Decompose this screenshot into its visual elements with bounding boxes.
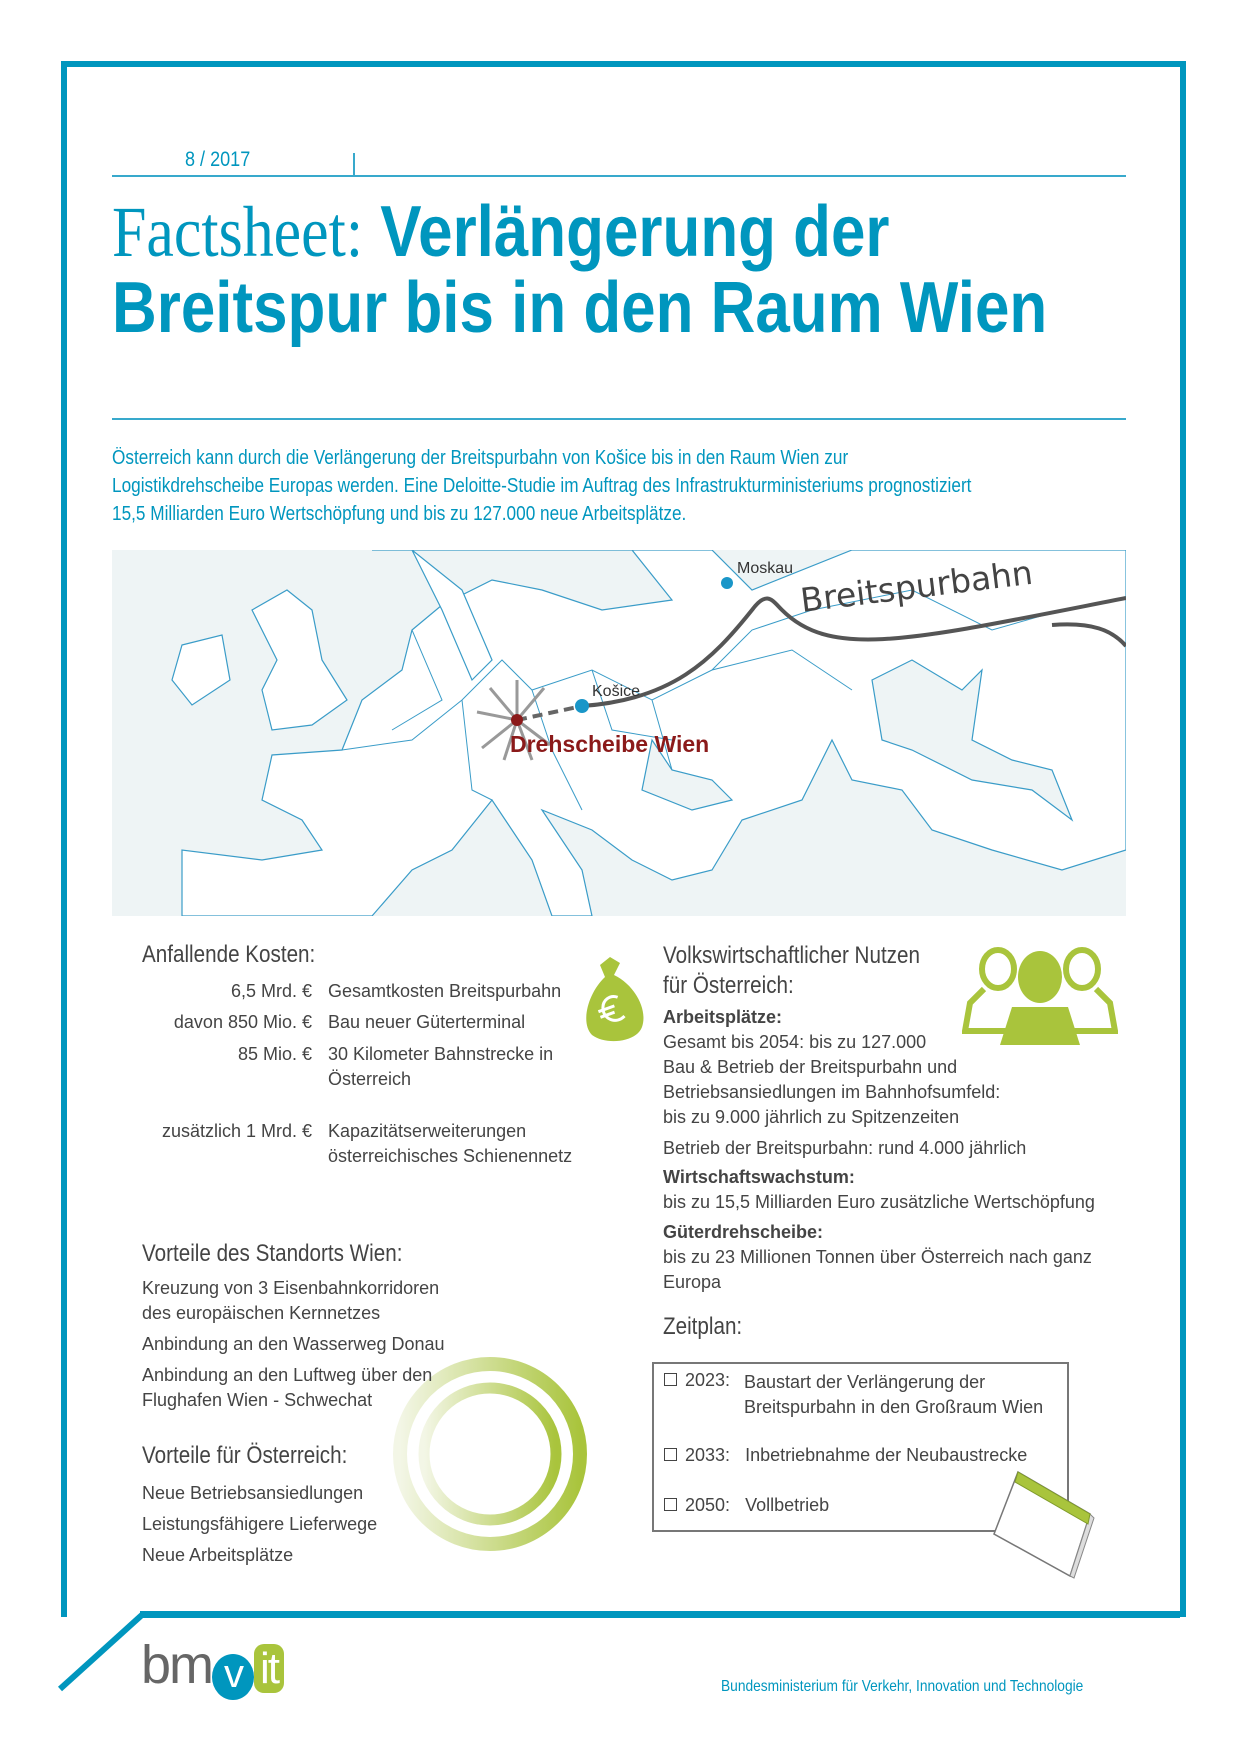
schedule-year: 2033: [685, 1445, 731, 1465]
great-britain [251, 589, 348, 731]
money-bag-icon [586, 957, 644, 1042]
benefit-heading-line: Volkswirtschaftlicher Nutzen [663, 942, 920, 969]
page-frame [61, 61, 1186, 1617]
list-item: Kreuzung von 3 Eisenbahnkorridoren [142, 1278, 440, 1298]
cost-amount: 6,5 Mrd. € [230, 981, 312, 1001]
europe-map [112, 550, 1126, 916]
growth-label: Wirtschaftswachstum: [663, 1167, 855, 1187]
ministry-name: Bundesministerium für Verkehr, Innovatio… [721, 1678, 1084, 1695]
schedule-box [652, 1362, 1069, 1532]
list-item: Leistungsfähigere Lieferwege [142, 1514, 378, 1534]
title-prefix: Factsheet: [112, 192, 364, 272]
title-line1: Verlängerung der [380, 192, 890, 272]
intro-line: Österreich kann durch die Verlängerung d… [112, 447, 849, 469]
schedule-heading: Zeitplan: [663, 1313, 743, 1340]
schedule-text-line: Vollbetrieb [745, 1495, 830, 1515]
ireland [171, 634, 231, 706]
kosice-dot [575, 699, 589, 713]
list-item: Betriebsansiedlungen im Bahnhofsumfeld: [663, 1082, 1001, 1102]
scandinavia-coast [411, 550, 493, 682]
checkbox[interactable] [664, 1498, 677, 1511]
cost-desc: Österreich [328, 1069, 412, 1089]
title-rule [112, 418, 1126, 420]
ring-graphic [393, 1357, 587, 1551]
checkbox[interactable] [664, 1448, 677, 1461]
list-item: bis zu 23 Millionen Tonnen über Österrei… [663, 1247, 1092, 1267]
schedule-text-line: Inbetriebnahme der Neubaustrecke [745, 1445, 1028, 1465]
mainland [181, 550, 1126, 916]
bmvit-logo: bm v it [141, 1634, 285, 1700]
list-item: Europa [663, 1272, 722, 1292]
intro-text: Österreich kann durch die Verlängerung d… [112, 444, 971, 528]
hub-label: Güterdrehscheibe: [663, 1222, 824, 1242]
country-borders [341, 589, 1063, 811]
benefit-heading: Volkswirtschaftlicher Nutzen für Österre… [663, 941, 920, 1001]
moscow-dot [721, 577, 733, 589]
hub-label: Drehscheibe Wien [510, 731, 709, 757]
austria-list: Neue Betriebsansiedlungen Leistungsfähig… [142, 1478, 377, 1571]
issue-number: 8 / 2017 [185, 148, 251, 171]
list-item: Neue Arbeitsplätze [142, 1545, 294, 1565]
list-item: Anbindung an den Wasserweg Donau [142, 1334, 445, 1354]
hub-arrows [476, 680, 551, 761]
list-item: des europäischen Kernnetzes [142, 1303, 381, 1323]
footer-diagonal [57, 1611, 146, 1692]
moscow-label: Moskau [737, 560, 793, 577]
checkbox[interactable] [664, 1373, 677, 1386]
schedule-text: Baustart der Verlängerung der Breitspurb… [744, 1370, 1043, 1420]
broad-gauge-branch [1051, 622, 1126, 648]
schedule-year: 2050: [685, 1495, 731, 1515]
header-tick [353, 153, 355, 175]
costs-heading: Anfallende Kosten: [142, 941, 316, 968]
header-rule [112, 175, 1126, 177]
cost-desc: Kapazitätserweiterungen [328, 1121, 527, 1141]
cost-desc: Bau neuer Güterterminal [328, 1012, 526, 1032]
list-item: Betrieb der Breitspurbahn: rund 4.000 jä… [663, 1138, 1027, 1158]
extension-dashed-line [516, 704, 583, 722]
intro-line: Logistikdrehscheibe Europas werden. Eine… [112, 475, 972, 497]
list-item: Neue Betriebsansiedlungen [142, 1483, 364, 1503]
schedule-year: 2023: [685, 1370, 731, 1390]
schedule-item: 2050: Vollbetrieb [664, 1495, 829, 1516]
page-title: Factsheet: Verlängerung der Breitspur bi… [112, 194, 1047, 346]
vienna-list: Kreuzung von 3 Eisenbahnkorridoren des e… [142, 1276, 445, 1413]
schedule-text-line: Baustart der Verlängerung der [744, 1372, 986, 1392]
title-line2: Breitspur bis in den Raum Wien [112, 268, 1048, 348]
rail-label: Breitspurbahn [798, 553, 1035, 620]
list-item: bis zu 15,5 Milliarden Euro zusätzliche … [663, 1192, 1095, 1212]
cost-desc: österreichisches Schienennetz [328, 1146, 573, 1166]
list-item: Flughafen Wien - Schwechat [142, 1390, 373, 1410]
austria-heading: Vorteile für Österreich: [142, 1442, 348, 1469]
rail-overlay: Moskau Košice Drehscheibe Wien Breitspur… [476, 553, 1126, 761]
list-item: Gesamt bis 2054: bis zu 127.000 [663, 1032, 927, 1052]
list-item: Bau & Betrieb der Breitspurbahn und [663, 1057, 958, 1077]
cost-amount: zusätzlich 1 Mrd. € [161, 1121, 312, 1141]
intro-line: 15,5 Milliarden Euro Wertschöpfung und b… [112, 503, 687, 525]
euro-sign-icon [597, 995, 626, 1022]
schedule-item: 2033: Inbetriebnahme der Neubaustrecke [664, 1445, 1027, 1466]
vienna-heading: Vorteile des Standorts Wien: [142, 1240, 403, 1267]
schedule-item: 2023: Baustart der Verlängerung der Brei… [664, 1370, 1043, 1417]
benefit-heading-line: für Österreich: [663, 972, 794, 999]
broad-gauge-line [581, 596, 1126, 708]
vienna-dot [511, 714, 523, 726]
jobs-label: Arbeitsplätze: [663, 1007, 783, 1027]
cost-desc: 30 Kilometer Bahnstrecke in [328, 1044, 554, 1064]
list-item: bis zu 9.000 jährlich zu Spitzenzeiten [663, 1107, 960, 1127]
black-caspian-sea [871, 659, 1074, 822]
benefit-list: Arbeitsplätze: Gesamt bis 2054: bis zu 1… [663, 1005, 1095, 1295]
cost-amount: davon 850 Mio. € [173, 1012, 312, 1032]
land [171, 550, 1126, 916]
kosice-label: Košice [592, 683, 640, 700]
footer-bar [140, 1611, 1180, 1618]
cost-amount: 85 Mio. € [237, 1044, 312, 1064]
schedule-text-line: Breitspurbahn in den Großraum Wien [744, 1397, 1044, 1417]
list-item: Anbindung an den Luftweg über den [142, 1365, 433, 1385]
cost-desc: Gesamtkosten Breitspurbahn [328, 981, 562, 1001]
notepad-icon [993, 1470, 1095, 1579]
people-icon [962, 947, 1118, 1045]
